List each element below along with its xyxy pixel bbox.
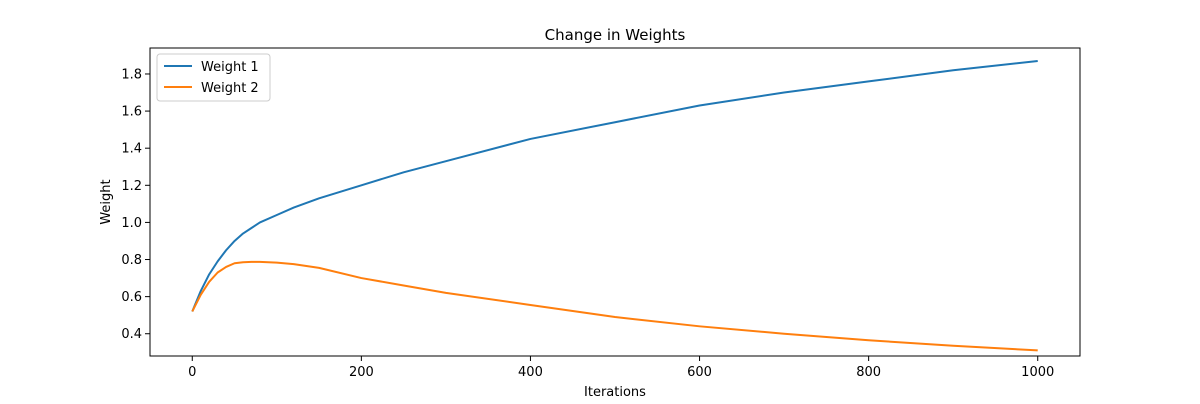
y-tick-label: 1.6 [121, 105, 142, 120]
legend-label-weight-1: Weight 1 [201, 60, 259, 75]
y-tick-label: 1.4 [121, 142, 142, 157]
series-line-weight-2 [191, 260, 1038, 352]
x-tick-label: 1000 [1021, 365, 1054, 380]
y-tick-label: 1.8 [121, 67, 142, 82]
chart-title: Change in Weights [545, 26, 686, 44]
x-axis-label: Iterations [584, 385, 646, 400]
x-tick-label: 0 [188, 365, 196, 380]
series-layer [191, 59, 1038, 352]
y-tick-label: 0.4 [121, 327, 142, 342]
y-tick-label: 0.6 [121, 290, 142, 305]
y-tick-label: 1.2 [121, 179, 142, 194]
y-tick-label: 0.8 [121, 253, 142, 268]
x-tick-label: 400 [518, 365, 543, 380]
x-tick-label: 600 [687, 365, 712, 380]
x-tick-label: 200 [349, 365, 374, 380]
legend: Weight 1 Weight 2 [156, 53, 271, 102]
legend-label-weight-2: Weight 2 [201, 81, 259, 96]
plot-area-background [150, 48, 1080, 356]
x-tick-label: 800 [856, 365, 881, 380]
plot-frame [149, 47, 1081, 357]
y-tick-label: 1.0 [121, 216, 142, 231]
series-line-weight-1 [191, 59, 1038, 312]
y-axis-label: Weight [99, 179, 114, 224]
tick-layer: 0 200 400 600 800 1000 0.4 0.6 0.8 1.0 1.2 1.4 1.6 1.… [121, 67, 1054, 380]
